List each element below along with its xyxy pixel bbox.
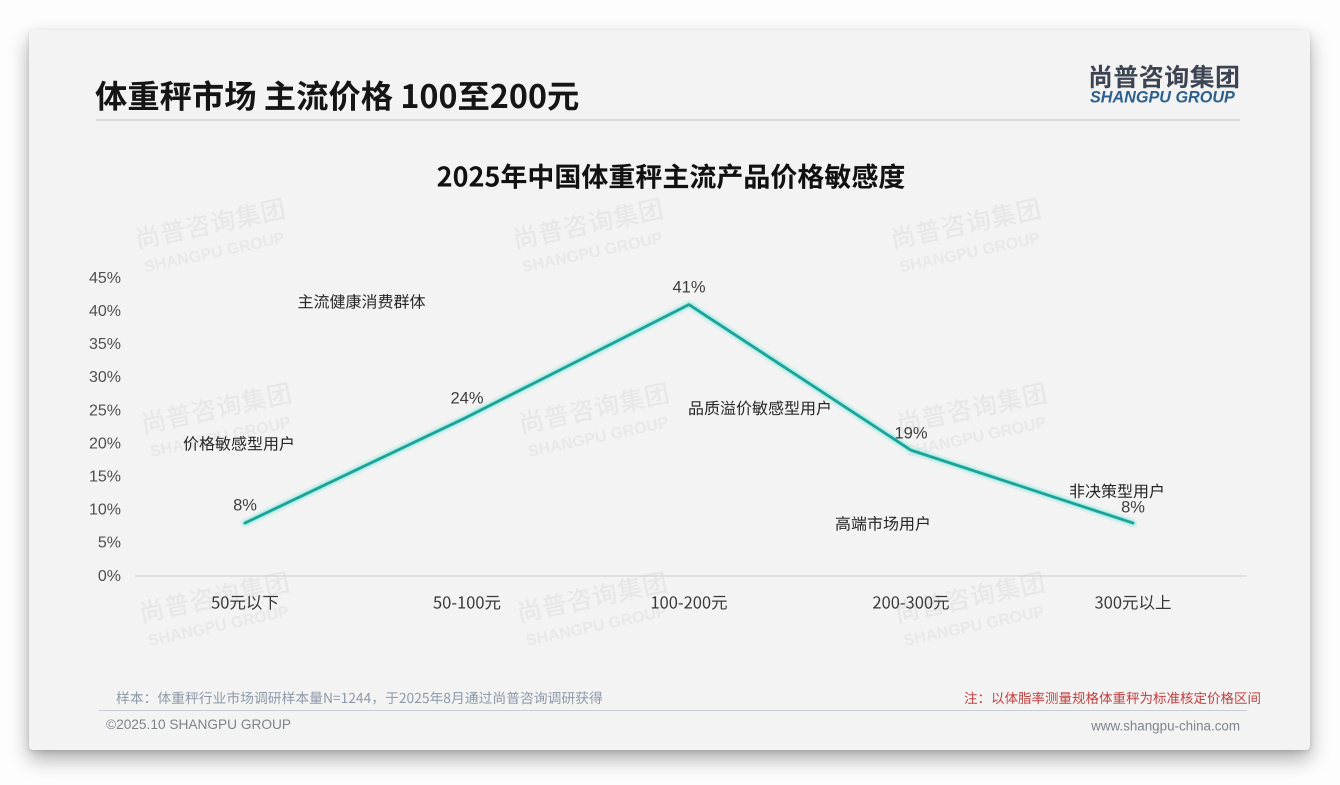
svg-text:8%: 8% <box>1121 499 1145 517</box>
svg-text:www.shangpu-china.com: www.shangpu-china.com <box>1090 719 1240 734</box>
svg-text:40%: 40% <box>89 303 121 320</box>
svg-text:15%: 15% <box>89 469 121 486</box>
svg-text:SHANGPU GROUP: SHANGPU GROUP <box>1090 88 1235 106</box>
svg-text:©2025.10 SHANGPU GROUP: ©2025.10 SHANGPU GROUP <box>106 717 291 732</box>
svg-text:45%: 45% <box>89 270 121 287</box>
svg-text:10%: 10% <box>89 502 121 519</box>
svg-text:30%: 30% <box>89 369 121 386</box>
svg-text:20%: 20% <box>89 435 121 452</box>
svg-text:8%: 8% <box>233 497 257 515</box>
svg-text:35%: 35% <box>89 336 121 353</box>
svg-text:19%: 19% <box>894 425 927 443</box>
svg-text:5%: 5% <box>98 535 121 552</box>
svg-text:24%: 24% <box>450 390 483 408</box>
svg-text:0%: 0% <box>98 568 121 585</box>
svg-text:41%: 41% <box>672 279 705 297</box>
svg-text:25%: 25% <box>89 402 121 419</box>
